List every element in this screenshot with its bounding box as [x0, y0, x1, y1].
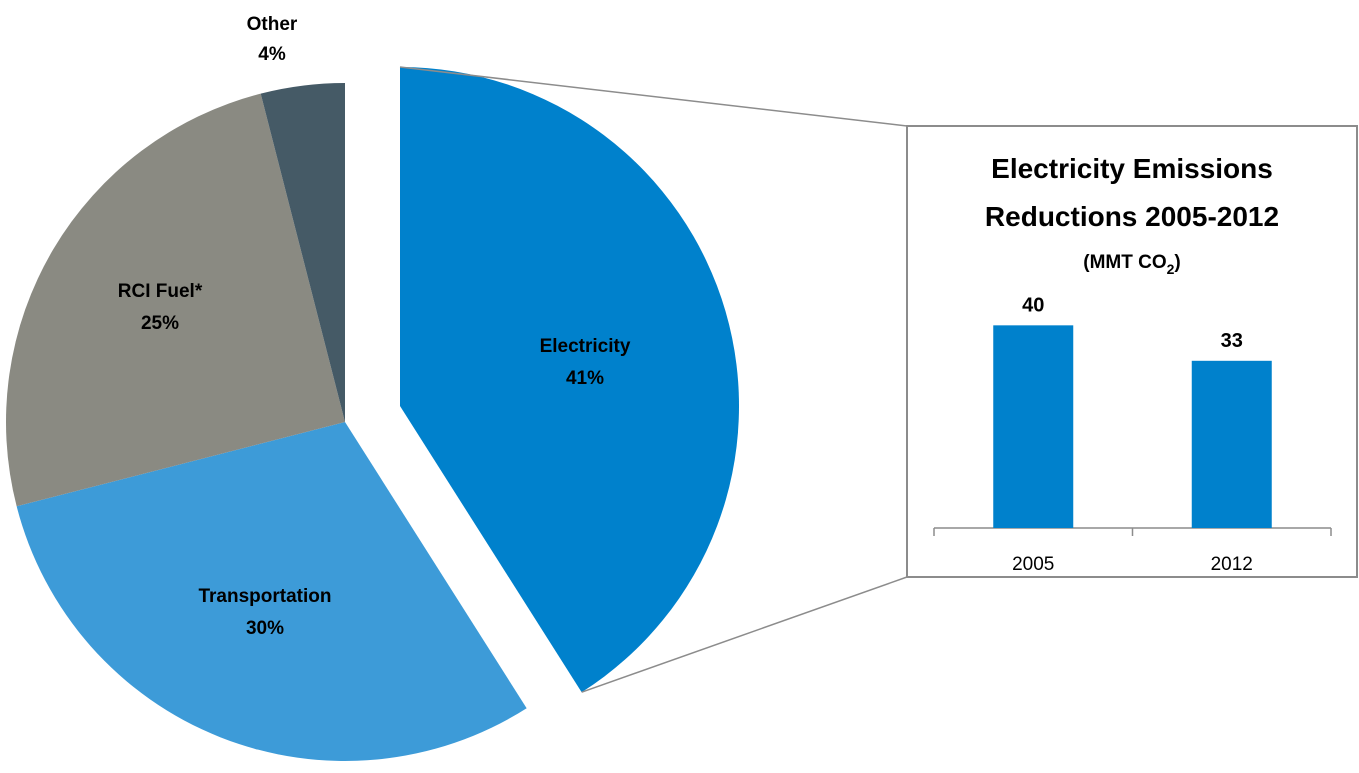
pie-percent-electricity: 41% [566, 368, 604, 389]
inset-bar-chart: Electricity Emissions Reductions 2005-20… [906, 125, 1358, 578]
inset-category-label-2005: 2005 [1012, 554, 1054, 575]
pie-label-rci-fuel: RCI Fuel* [118, 281, 203, 302]
pie-label-transportation: Transportation [198, 586, 331, 607]
inset-bars: 40 2005 33 2012 [933, 294, 1332, 575]
pie-label-other: Other [247, 14, 298, 35]
inset-units-label: (MMT CO2) [1083, 252, 1181, 277]
pie-label-electricity: Electricity [540, 336, 631, 357]
pie-slice-rci-fuel [5, 93, 346, 507]
pie-chart: Electricity 41% Transportation 30% RCI Fuel*… [5, 14, 740, 762]
connector-line-top [399, 66, 908, 127]
inset-category-label-2012: 2012 [1211, 554, 1253, 575]
pie-slice-electricity [400, 67, 740, 693]
connector-line-bottom [581, 576, 908, 693]
inset-bar-2005 [993, 325, 1074, 528]
inset-bar-2012 [1191, 360, 1272, 528]
pie-slice-transportation [16, 422, 527, 762]
pie-percent-transportation: 30% [246, 618, 284, 639]
inset-bar-value-2005: 40 [1022, 294, 1044, 316]
inset-title-line2: Reductions 2005-2012 [985, 201, 1279, 232]
pie-percent-other: 4% [258, 44, 286, 65]
pie-slice-other [260, 83, 345, 422]
inset-connector-lines [399, 66, 908, 693]
inset-title-line1: Electricity Emissions [991, 153, 1273, 184]
pie-percent-rci-fuel: 25% [141, 313, 179, 334]
inset-bar-value-2012: 33 [1221, 330, 1243, 352]
inset-frame [906, 125, 1358, 578]
